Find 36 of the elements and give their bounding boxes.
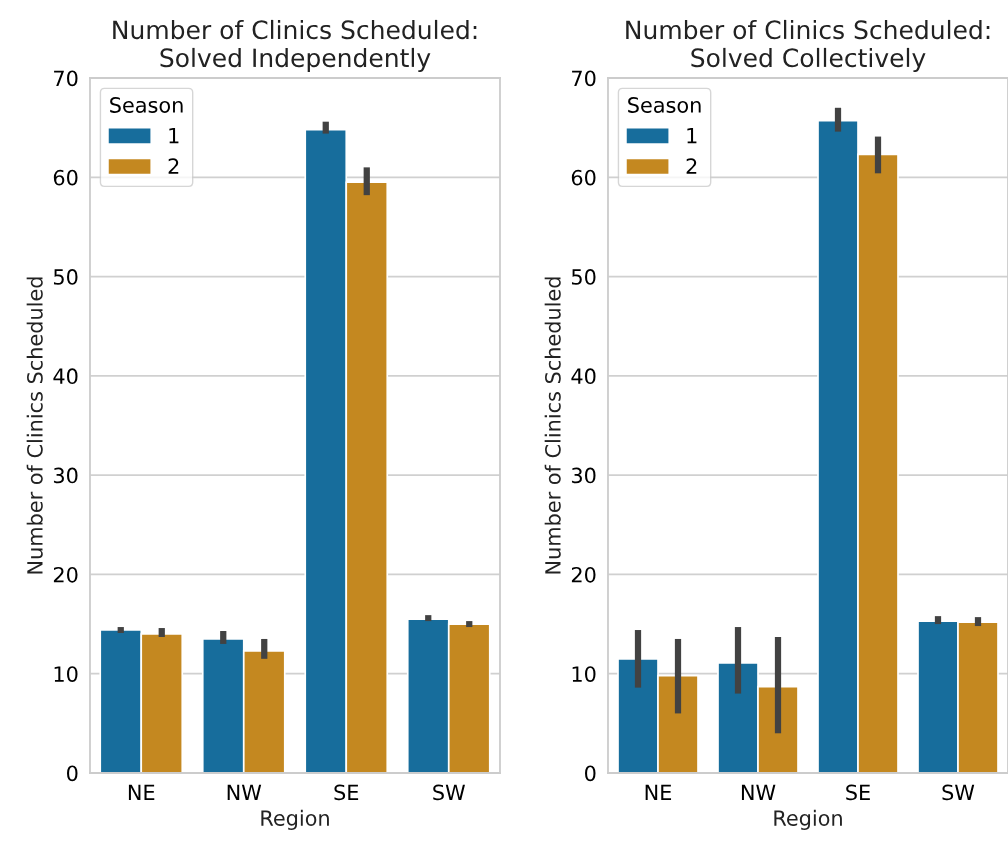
y-tick-label: 30 [53,467,78,484]
y-axis-title: Number of Clinics Scheduled [26,277,43,574]
y-tick-label: 70 [572,70,596,87]
y-axis-title: Number of Clinics Scheduled [544,277,561,574]
y-tick-label: 60 [571,169,596,186]
x-tick-label: NE [128,784,155,800]
chart-title: Number of Clinics Scheduled: Solved Independently [113,19,477,73]
legend-title: Season [628,97,701,113]
legend-label: 1 [169,127,179,144]
x-axis-title: Region [261,809,329,830]
legend-label: 2 [168,158,179,174]
y-tick-label: 20 [571,566,596,583]
y-tick-label: 10 [54,666,78,682]
x-tick-label: NW [741,784,776,800]
legend-label: 1 [687,127,697,144]
y-tick-label: 50 [53,269,78,285]
y-tick-label: 30 [571,467,596,484]
y-tick-label: 70 [54,70,78,87]
legend-label: 2 [686,158,697,174]
x-tick-label: SW [433,784,465,801]
x-tick-label: SW [942,784,975,801]
x-tick-label: SE [846,784,870,801]
y-tick-label: 40 [571,368,596,385]
y-tick-label: 40 [53,368,78,385]
x-axis-title: Region [774,809,842,830]
y-tick-label: 60 [53,169,78,186]
y-tick-label: 0 [67,765,78,782]
y-tick-label: 0 [585,765,596,782]
y-tick-label: 50 [571,269,596,285]
legend-title: Season [110,97,183,113]
y-tick-label: 10 [572,666,596,682]
x-tick-label: NE [645,784,672,800]
chart-title: Number of Clinics Scheduled: Solved Collectively [626,19,990,73]
x-tick-label: SE [334,784,359,801]
y-tick-label: 20 [53,566,78,583]
x-tick-label: NW [227,784,262,800]
